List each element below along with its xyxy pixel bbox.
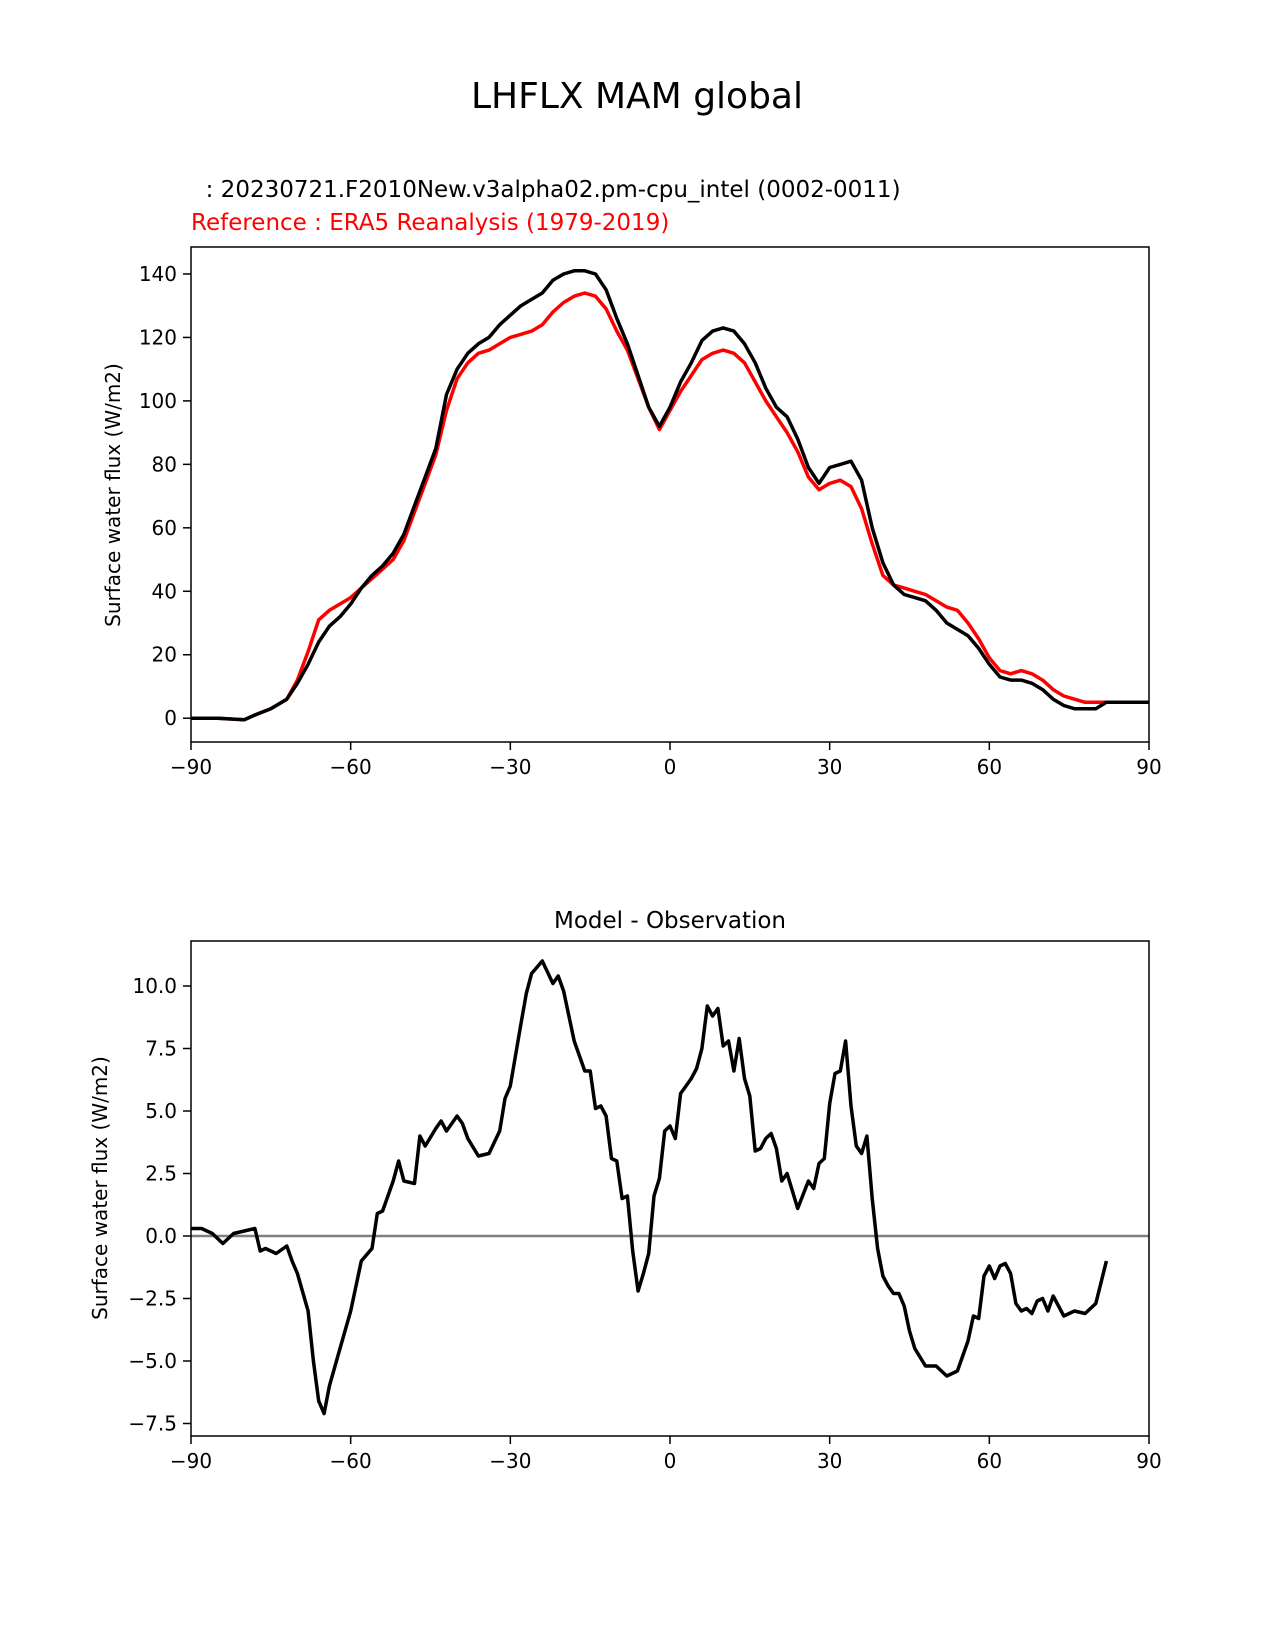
- top-title-reference: Reference : ERA5 Reanalysis (1979-2019): [191, 210, 669, 236]
- y-tick-label: 40: [152, 579, 177, 603]
- y-tick-label: −5.0: [128, 1349, 177, 1373]
- y-tick-label: −2.5: [128, 1287, 177, 1311]
- y-tick-label: 20: [152, 643, 177, 667]
- x-tick-label: 60: [977, 755, 1002, 779]
- series-line-model: [191, 269, 1149, 722]
- bottom-axes-frame: [190, 940, 1150, 1437]
- y-tick-label: −7.5: [128, 1412, 177, 1436]
- y-tick-label: 0: [164, 706, 177, 730]
- bottom-series-group: [191, 959, 1149, 1416]
- figure-suptitle: LHFLX MAM global: [471, 76, 803, 117]
- x-tick-label: −30: [489, 755, 531, 779]
- y-tick-label: 2.5: [145, 1162, 177, 1186]
- series-line-difference: [191, 959, 1109, 1416]
- x-tick-label: 90: [1136, 1449, 1161, 1473]
- bottom-axis-ticks: −90 −60 −30 0 30 60 90 −7.5 −5.0 −2.5 0.0 2.5 5.0 7.5…: [128, 974, 1161, 1473]
- y-tick-label: 10.0: [132, 974, 177, 998]
- top-axis-ticks: −90 −60 −30 0 30 60 90 0 20 40 60 80 100 120 140: [139, 262, 1162, 779]
- x-tick-label: 60: [977, 1449, 1002, 1473]
- bottom-ylabel: Surface water flux (W/m2): [88, 1056, 112, 1320]
- y-tick-label: 80: [152, 452, 177, 476]
- x-tick-label: −60: [330, 755, 372, 779]
- bottom-title: Model - Observation: [554, 908, 786, 934]
- x-tick-label: −30: [489, 1449, 531, 1473]
- y-tick-label: 100: [139, 389, 177, 413]
- x-tick-label: 0: [664, 755, 677, 779]
- bottom-chart-panel: Model - Observation −90 −60 −30 0 30 60 90 −7.5…: [88, 908, 1162, 1473]
- x-tick-label: 30: [817, 755, 842, 779]
- x-tick-label: −90: [170, 755, 212, 779]
- y-tick-label: 140: [139, 262, 177, 286]
- top-chart-panel: −90 −60 −30 0 30 60 90 0 20 40 60 80 100 120 140 Surfa…: [101, 246, 1162, 779]
- series-line-reference: [191, 291, 1149, 722]
- top-axes-frame: [190, 246, 1150, 743]
- top-series-group: [191, 269, 1149, 722]
- x-tick-label: 0: [664, 1449, 677, 1473]
- y-tick-label: 60: [152, 516, 177, 540]
- y-tick-label: 7.5: [145, 1037, 177, 1061]
- x-tick-label: 30: [817, 1449, 842, 1473]
- y-tick-label: 120: [139, 325, 177, 349]
- top-title-model: : 20230721.F2010New.v3alpha02.pm-cpu_int…: [191, 177, 901, 203]
- x-tick-label: 90: [1136, 755, 1161, 779]
- y-tick-label: 5.0: [145, 1099, 177, 1123]
- top-ylabel: Surface water flux (W/m2): [101, 363, 125, 627]
- y-tick-label: 0.0: [145, 1224, 177, 1248]
- x-tick-label: −90: [170, 1449, 212, 1473]
- x-tick-label: −60: [330, 1449, 372, 1473]
